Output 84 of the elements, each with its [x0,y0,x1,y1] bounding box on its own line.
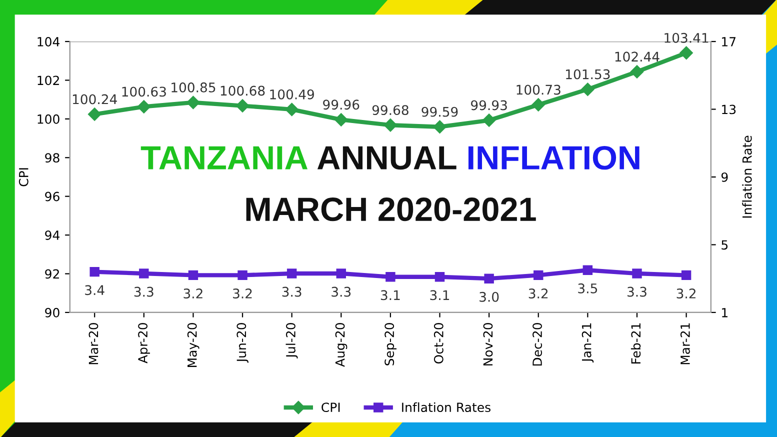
data-label: 3.0 [480,292,499,302]
data-label: 3.3 [628,286,646,297]
point [680,46,693,60]
y2-tick-label: 1 [722,308,728,318]
point [188,270,198,280]
y2-tick-label: 17 [722,37,736,46]
point [236,99,250,112]
y2-tick-label: 5 [722,240,728,250]
point [384,118,398,132]
point [386,272,396,282]
y-tick-label: 100 [38,114,60,124]
y2-axis-title: Inflation Rate [742,136,752,218]
legend-label: CPI [322,402,340,412]
point [632,268,642,278]
x-tick-label: Oct-20 [434,323,444,364]
data-label: 3.3 [134,286,154,297]
data-label: 100.63 [122,86,166,97]
data-label: 3.4 [85,285,104,296]
data-label: 99.93 [471,100,507,110]
data-label: 103.41 [664,32,708,43]
data-label: 100.49 [270,89,314,100]
x-tick-label: Apr-20 [138,323,150,364]
x-tick-label: May-20 [187,323,200,367]
point [581,82,594,96]
data-label: 3.2 [184,288,202,298]
y-axis-title: CPI [18,168,28,186]
point [90,266,100,277]
text: MARCH 2020-2021 [246,198,536,222]
data-label: 99.68 [372,105,408,116]
x-tick-label: Mar-20 [88,323,98,364]
x-tick-label: Aug-20 [335,323,348,367]
x-tick-label: Jul-20 [286,323,298,358]
x-tick-label: Jun-20 [236,323,248,363]
point [482,114,496,127]
point [484,274,494,284]
point [336,268,346,278]
point [238,270,248,280]
data-label: 100.68 [220,86,265,96]
x-tick-label: Feb-21 [630,323,641,364]
y-tick-label: 104 [38,36,60,46]
y2-tick-label: 9 [721,172,728,182]
x-tick-label: Nov-20 [483,323,493,366]
data-label: 102.44 [615,52,660,62]
legend-label: Inflation Rates [402,402,490,412]
data-label: 3.3 [282,286,302,297]
data-label: 3.1 [380,290,400,300]
data-label: 3.5 [578,283,598,294]
point [285,102,298,116]
point [286,268,297,278]
y-tick-label: 94 [45,230,60,240]
point [88,108,102,121]
data-label: 99.96 [323,100,360,110]
data-label: 100.85 [172,82,216,92]
data-label: 100.24 [72,94,117,104]
data-label: 3.2 [528,288,548,298]
point [433,120,446,134]
point [681,270,692,280]
y-tick-label: 102 [38,76,59,86]
point [582,265,593,275]
data-label: 3.2 [233,288,252,298]
y-tick-label: 98 [45,153,60,163]
y-tick-label: 96 [45,192,60,202]
y-tick-label: 92 [45,269,59,279]
point [334,113,348,126]
point [186,96,200,110]
data-label: 3.1 [430,290,450,300]
x-tick-label: Sep-20 [384,323,396,366]
text: TANZANIA ANNUAL INFLATION [140,146,640,170]
data-label: 100.73 [516,84,560,95]
x-tick-label: Dec-20 [532,323,542,366]
data-label: 101.53 [566,69,610,80]
data-label: 3.3 [332,286,351,297]
point [630,65,644,78]
y2-tick-label: 13 [722,104,736,114]
data-label: 99.59 [422,106,458,117]
x-tick-label: Jan-21 [582,323,594,363]
y-tick-label: 90 [45,308,60,318]
x-tick-label: Mar-21 [680,323,690,364]
point [532,98,545,112]
point [534,270,544,280]
point [434,272,445,282]
data-label: 3.2 [676,288,696,298]
point [139,268,149,278]
point [137,100,150,114]
